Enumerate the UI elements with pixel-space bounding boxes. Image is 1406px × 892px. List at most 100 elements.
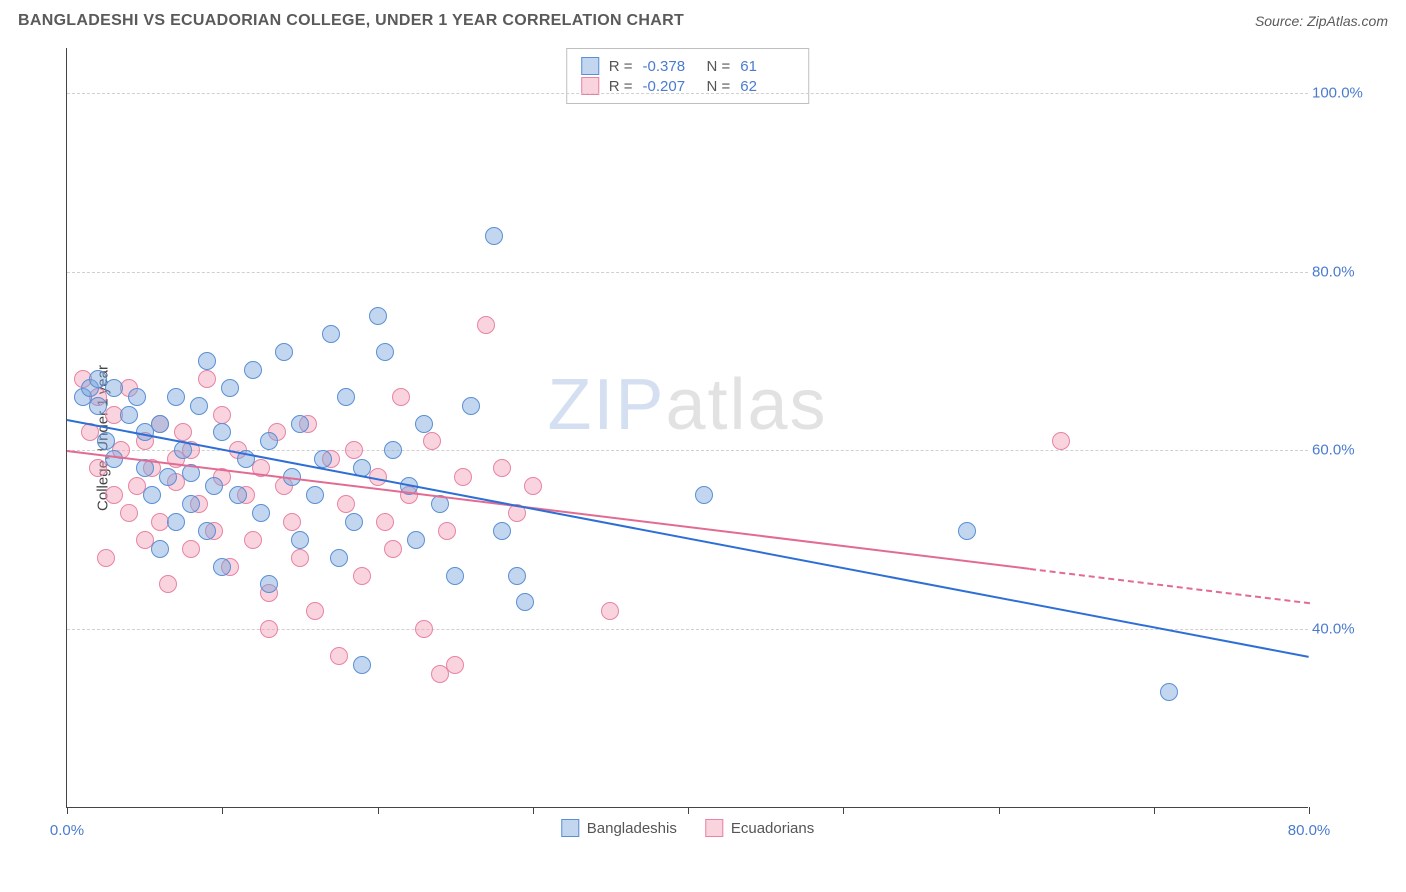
gridline <box>67 272 1308 273</box>
y-tick-label: 80.0% <box>1312 263 1380 280</box>
x-tick-label: 80.0% <box>1288 822 1331 839</box>
data-point <box>174 423 192 441</box>
data-point <box>105 450 123 468</box>
data-point <box>97 432 115 450</box>
data-point <box>167 513 185 531</box>
y-tick-label: 60.0% <box>1312 442 1380 459</box>
data-point <box>516 593 534 611</box>
data-point <box>314 450 332 468</box>
x-tick <box>533 807 534 814</box>
data-point <box>524 477 542 495</box>
data-point <box>345 441 363 459</box>
data-point <box>205 477 223 495</box>
plot-region: ZIPatlas R = -0.378 N = 61 R = -0.207 N … <box>66 48 1308 808</box>
data-point <box>369 307 387 325</box>
data-point <box>1160 683 1178 701</box>
source-label: Source: <box>1255 13 1303 29</box>
data-point <box>182 495 200 513</box>
data-point <box>244 531 262 549</box>
data-point <box>151 540 169 558</box>
data-point <box>1052 432 1070 450</box>
data-point <box>376 513 394 531</box>
data-point <box>508 567 526 585</box>
stat-row-bangladeshis: R = -0.378 N = 61 <box>581 57 795 75</box>
data-point <box>198 522 216 540</box>
data-point <box>485 227 503 245</box>
x-tick-label: 0.0% <box>50 822 84 839</box>
data-point <box>601 602 619 620</box>
data-point <box>120 406 138 424</box>
data-point <box>438 522 456 540</box>
data-point <box>423 432 441 450</box>
x-tick <box>999 807 1000 814</box>
data-point <box>120 504 138 522</box>
data-point <box>493 522 511 540</box>
data-point <box>143 486 161 504</box>
data-point <box>260 620 278 638</box>
data-point <box>392 388 410 406</box>
data-point <box>376 343 394 361</box>
y-tick-label: 100.0% <box>1312 84 1380 101</box>
data-point <box>493 459 511 477</box>
legend-swatch-bangladeshis <box>561 819 579 837</box>
gridline <box>67 93 1308 94</box>
x-tick <box>67 807 68 814</box>
x-tick <box>688 807 689 814</box>
watermark-zip: ZIP <box>547 365 665 445</box>
data-point <box>229 486 247 504</box>
data-point <box>213 406 231 424</box>
data-point <box>306 602 324 620</box>
r-value-bangladeshis: -0.378 <box>643 58 697 75</box>
legend-item-ecuadorians: Ecuadorians <box>705 819 814 837</box>
data-point <box>415 415 433 433</box>
data-point <box>260 432 278 450</box>
data-point <box>260 575 278 593</box>
data-point <box>252 504 270 522</box>
data-point <box>89 397 107 415</box>
data-point <box>477 316 495 334</box>
data-point <box>190 397 208 415</box>
data-point <box>695 486 713 504</box>
r-label: R = <box>609 58 633 75</box>
data-point <box>384 540 402 558</box>
data-point <box>244 361 262 379</box>
watermark-atlas: atlas <box>665 365 827 445</box>
legend-swatch-ecuadorians <box>705 819 723 837</box>
gridline <box>67 629 1308 630</box>
gridline <box>67 450 1308 451</box>
data-point <box>446 656 464 674</box>
data-point <box>283 513 301 531</box>
x-tick <box>222 807 223 814</box>
data-point <box>454 468 472 486</box>
data-point <box>337 388 355 406</box>
chart-area: College, Under 1 year ZIPatlas R = -0.37… <box>18 38 1388 838</box>
data-point <box>407 531 425 549</box>
data-point <box>353 656 371 674</box>
y-tick-label: 40.0% <box>1312 621 1380 638</box>
chart-title: BANGLADESHI VS ECUADORIAN COLLEGE, UNDER… <box>18 12 684 30</box>
data-point <box>958 522 976 540</box>
data-point <box>384 441 402 459</box>
x-tick <box>378 807 379 814</box>
legend-item-bangladeshis: Bangladeshis <box>561 819 677 837</box>
x-tick <box>843 807 844 814</box>
n-value-bangladeshis: 61 <box>740 58 794 75</box>
data-point <box>345 513 363 531</box>
stat-legend-box: R = -0.378 N = 61 R = -0.207 N = 62 <box>566 48 810 104</box>
data-point <box>322 325 340 343</box>
data-point <box>213 423 231 441</box>
trend-line-dashed <box>1029 568 1309 604</box>
swatch-bangladeshis <box>581 57 599 75</box>
x-tick <box>1154 807 1155 814</box>
data-point <box>291 549 309 567</box>
data-point <box>353 567 371 585</box>
data-point <box>213 558 231 576</box>
source-credit: Source: ZipAtlas.com <box>1255 13 1388 29</box>
data-point <box>291 415 309 433</box>
watermark: ZIPatlas <box>547 364 827 446</box>
bottom-legend: Bangladeshis Ecuadorians <box>561 819 814 837</box>
data-point <box>446 567 464 585</box>
data-point <box>221 379 239 397</box>
data-point <box>198 352 216 370</box>
n-label: N = <box>707 58 731 75</box>
